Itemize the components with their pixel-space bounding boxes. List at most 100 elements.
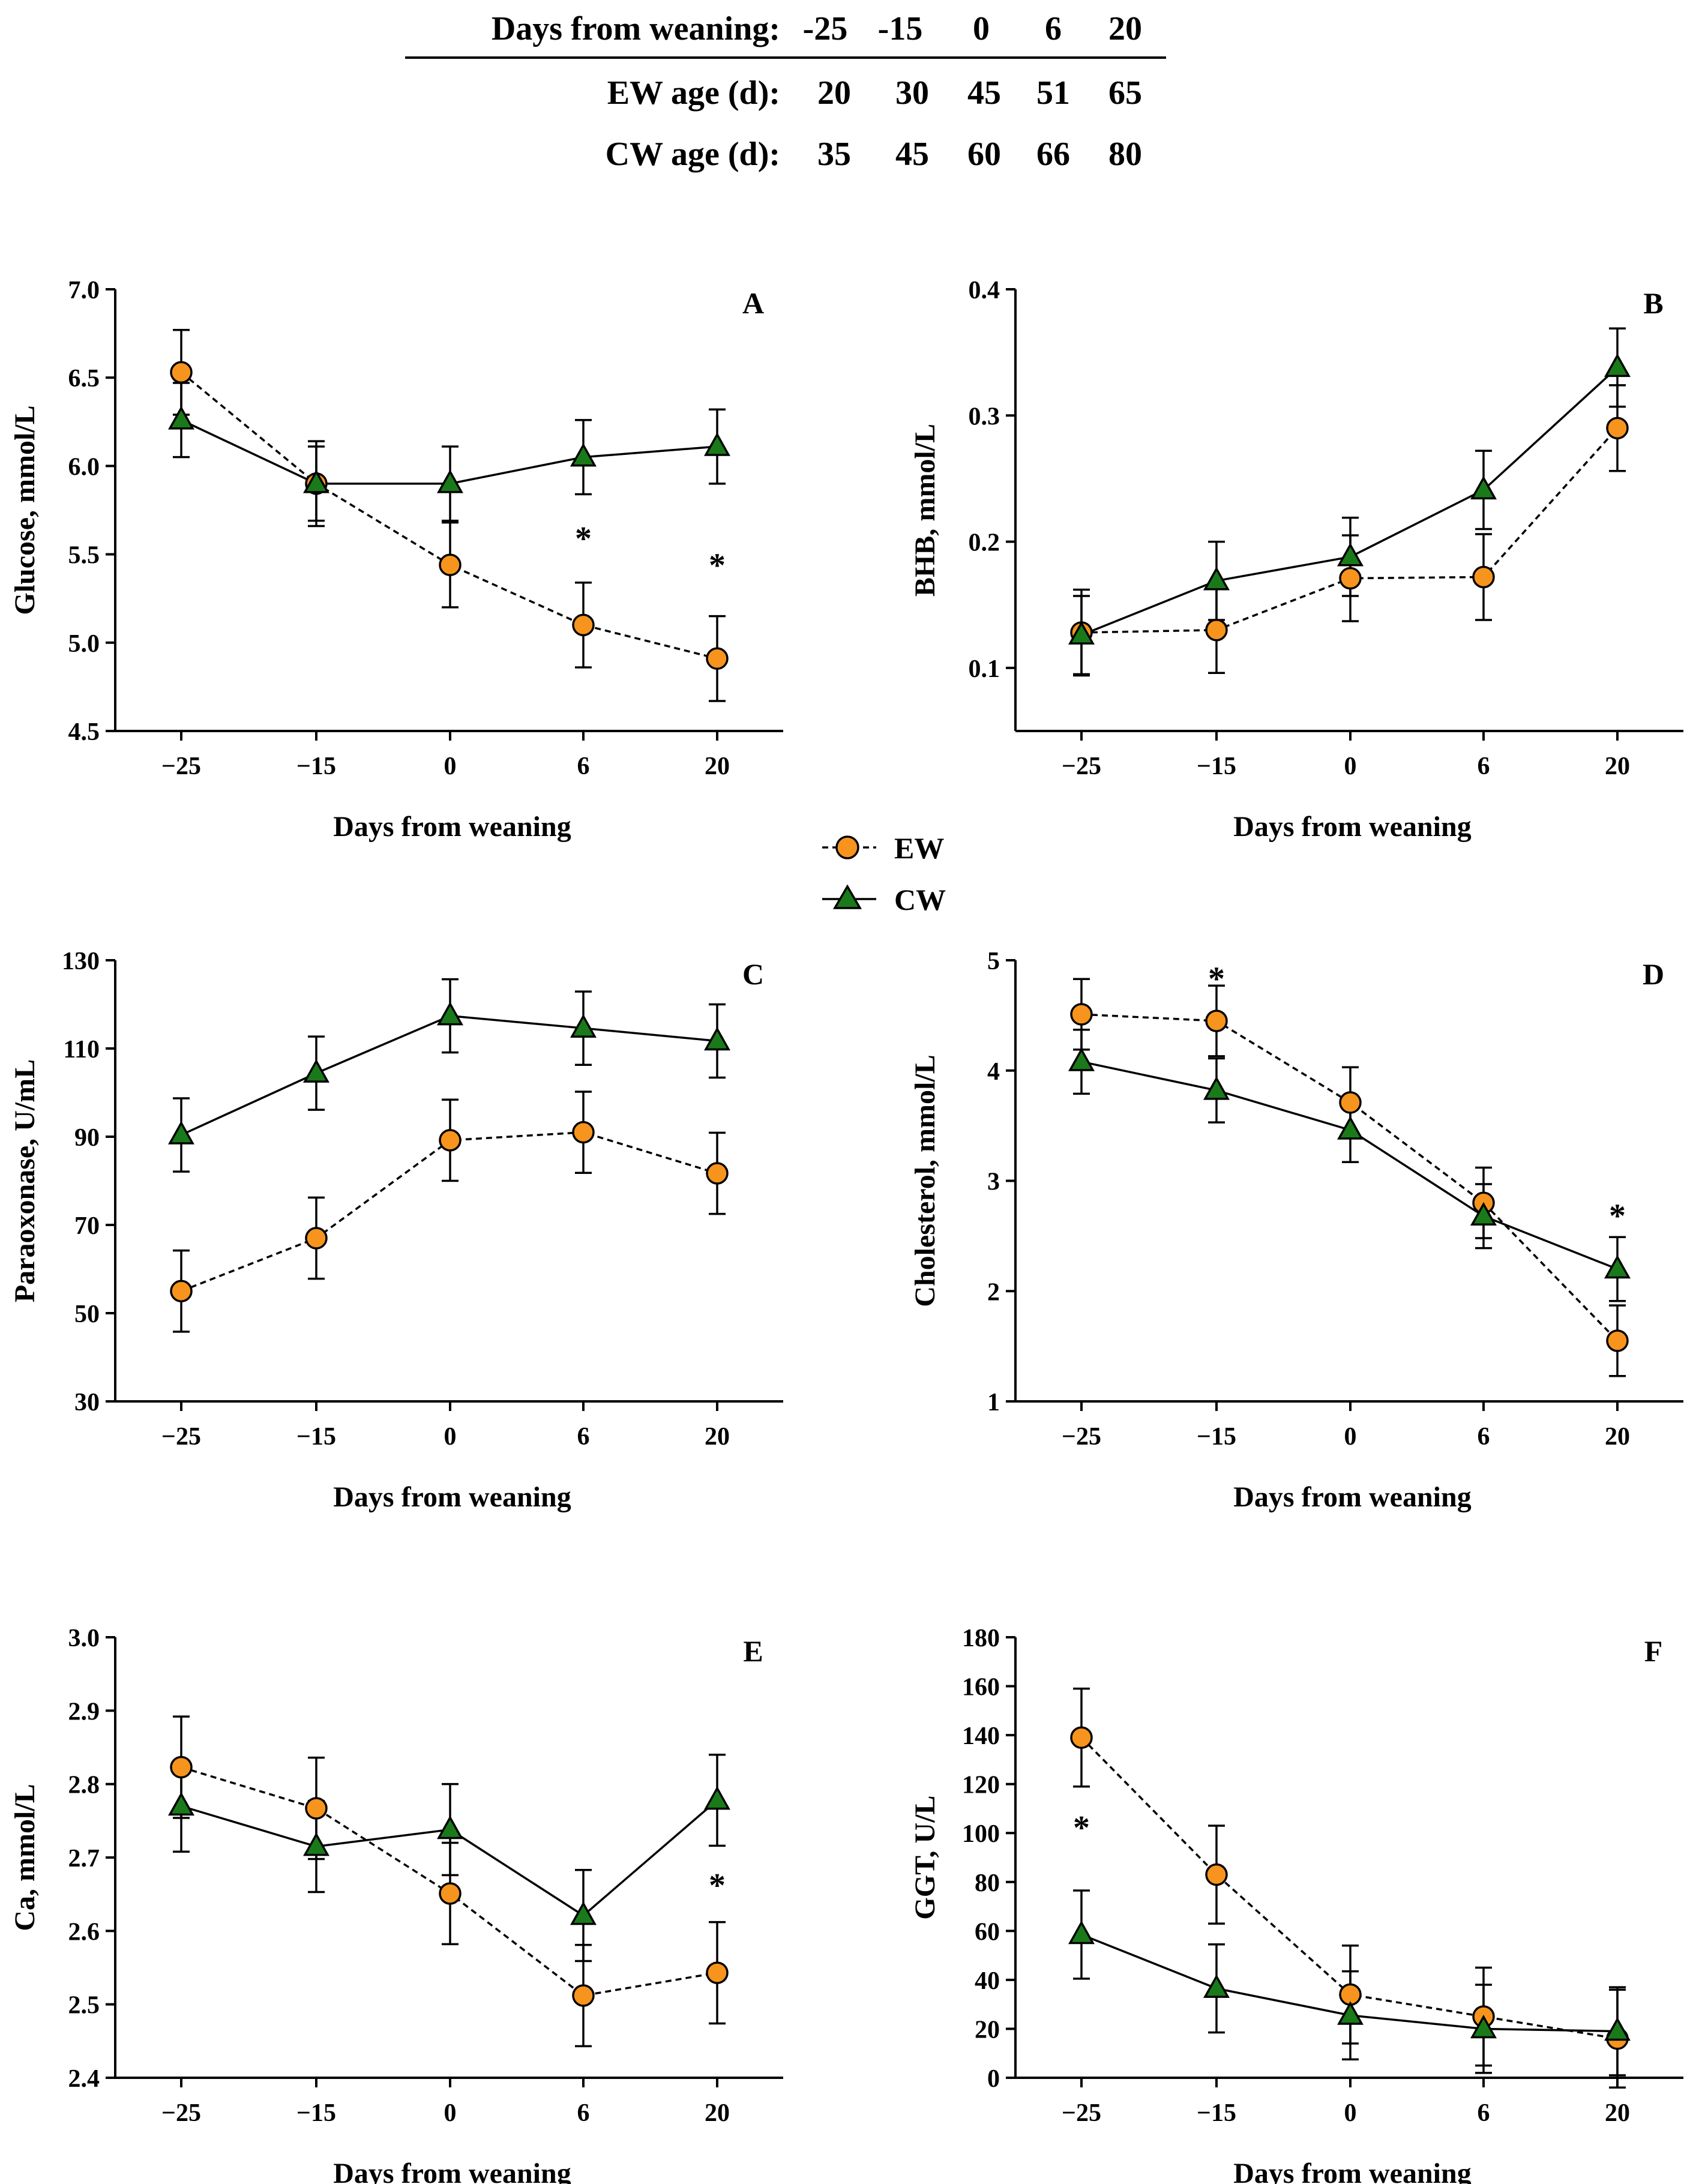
data-point-ew-c (706, 1162, 729, 1185)
y-axis-title-e: Ca, mmol/L (9, 1784, 41, 1931)
x-tick-label-b: 20 (1605, 753, 1630, 780)
data-point-ew-c (305, 1227, 328, 1250)
age-row-1-value-0: 20 (817, 74, 851, 112)
y-tick-label-a: 5.5 (68, 542, 100, 570)
data-point-ew-e (305, 1797, 328, 1820)
panel-b: 0.1 0.2 0.3 0.4 −25 −15 0 6 20 Days from weaning B… (909, 277, 1683, 843)
x-tick-label-e: 6 (577, 2099, 590, 2127)
data-point-cw-f (1470, 2014, 1497, 2039)
y-tick-label-f: 0 (987, 2065, 1000, 2093)
data-point-ew-f (1205, 1863, 1228, 1886)
y-axis-title-a: Glucose, mmol/L (9, 405, 41, 615)
y-axis-title-f: GGT, U/L (909, 1795, 941, 1919)
age-row-0-value-1: -15 (878, 10, 923, 47)
data-point-cw-b (1337, 543, 1364, 567)
age-row-1-value-3: 51 (1036, 74, 1070, 112)
data-point-ew-f (1070, 1726, 1093, 1749)
x-axis-title-d: Days from weaning (1233, 1481, 1471, 1513)
y-tick-label-a: 4.5 (68, 718, 100, 746)
data-point-cw-b (1470, 475, 1497, 500)
x-tick-label-b: 6 (1478, 753, 1490, 780)
x-tick-label-a: 6 (577, 753, 590, 780)
data-point-cw-c (437, 1002, 463, 1026)
x-tick-label-f: 20 (1605, 2099, 1630, 2127)
y-tick-label-f: 120 (962, 1772, 1000, 1799)
data-point-cw-a (704, 432, 730, 456)
panel-e: 2.4 2.5 2.6 2.7 2.8 2.9 3.0 −25 −15 0 6 20 Days from… (9, 1625, 783, 2184)
y-axis-title-b: BHB, mmol/L (909, 424, 941, 597)
data-point-cw-a (168, 406, 194, 430)
data-point-ew-a (170, 361, 193, 384)
legend: EW CW (822, 831, 946, 916)
x-axis-title-e: Days from weaning (333, 2158, 571, 2184)
x-axis-title-b: Days from weaning (1233, 811, 1471, 843)
data-point-ew-e (170, 1755, 193, 1779)
y-tick-label-b: 0.3 (969, 403, 1000, 430)
x-tick-label-c: 6 (577, 1423, 590, 1451)
data-point-cw-a (303, 469, 329, 493)
age-row-0-value-0: -25 (803, 10, 848, 47)
data-point-cw-d (1203, 1076, 1230, 1100)
data-point-cw-e (168, 1791, 194, 1816)
y-tick-label-e: 2.4 (68, 2065, 100, 2093)
y-tick-label-e: 2.9 (68, 1698, 100, 1725)
x-tick-label-e: 20 (705, 2099, 730, 2127)
panel-d: 1 2 3 4 5 −25 −15 0 6 20 Days from weaning Choleste… (909, 948, 1683, 1513)
y-tick-label-c: 70 (74, 1212, 100, 1240)
data-point-ew-e (572, 1984, 595, 2007)
y-tick-label-c: 90 (74, 1124, 100, 1152)
data-point-cw-f (1068, 1920, 1095, 1945)
series-line-ew-d (1081, 1013, 1619, 1342)
age-row-1-value-1: 30 (895, 74, 929, 112)
significance-marker-a: * (709, 547, 726, 584)
age-row-1-value-4: 65 (1108, 74, 1142, 112)
y-tick-label-f: 40 (975, 1967, 1000, 1995)
panel-letter-d: D (1643, 957, 1664, 991)
age-row-2-value-4: 80 (1108, 136, 1142, 173)
x-axis-title-c: Days from weaning (333, 1481, 571, 1513)
x-tick-label-f: 0 (1344, 2099, 1357, 2127)
x-axis-title-a: Days from weaning (333, 811, 571, 843)
age-row-0-value-4: 20 (1108, 10, 1142, 47)
panel-letter-a: A (742, 286, 764, 320)
y-tick-label-e: 2.8 (68, 1772, 100, 1799)
x-tick-label-f: −15 (1197, 2099, 1236, 2127)
age-row-label-2: CW age (d): (606, 136, 780, 173)
y-tick-label-e: 3.0 (68, 1625, 100, 1652)
x-tick-label-a: −25 (161, 753, 201, 780)
y-tick-label-b: 0.1 (969, 655, 1000, 683)
y-tick-label-f: 160 (962, 1674, 1000, 1701)
y-axis-title-d: Cholesterol, mmol/L (909, 1054, 941, 1307)
data-point-ew-c (439, 1129, 462, 1152)
data-point-ew-b (1606, 417, 1629, 440)
data-point-cw-d (1068, 1047, 1095, 1071)
age-row-0-value-2: 0 (973, 10, 990, 47)
data-point-ew-a (572, 613, 595, 637)
x-tick-label-d: 6 (1478, 1423, 1490, 1451)
x-tick-label-f: −25 (1062, 2099, 1101, 2127)
data-point-cw-c (570, 1014, 597, 1038)
data-point-ew-a (439, 553, 462, 577)
panel-letter-c: C (742, 957, 764, 991)
y-tick-label-c: 110 (63, 1036, 100, 1063)
significance-marker-d: * (1609, 1198, 1626, 1235)
significance-marker-a: * (575, 520, 592, 558)
data-point-ew-d (1606, 1329, 1629, 1352)
x-tick-label-b: 0 (1344, 753, 1357, 780)
legend-ew-label: EW (894, 831, 944, 865)
data-point-ew-b (1472, 565, 1495, 589)
data-point-cw-f (1203, 1974, 1230, 1998)
panel-c: 30 50 70 90 110 130 −25 −15 0 6 20 Days from weanin… (9, 948, 783, 1513)
y-tick-label-f: 180 (962, 1625, 1000, 1652)
data-point-ew-d (1070, 1003, 1093, 1026)
x-tick-label-d: 20 (1605, 1423, 1630, 1451)
panel-f: 0 20 40 60 80 100 120 140 160 180 −25 −15 0 6 20 Days f… (909, 1625, 1683, 2184)
y-tick-label-e: 2.7 (68, 1845, 100, 1873)
x-tick-label-b: −15 (1197, 753, 1236, 780)
significance-marker-e: * (709, 1867, 726, 1904)
y-tick-label-e: 2.6 (68, 1918, 100, 1946)
data-point-ew-e (439, 1882, 462, 1905)
data-point-ew-c (170, 1280, 193, 1302)
y-tick-label-d: 4 (987, 1058, 1000, 1086)
